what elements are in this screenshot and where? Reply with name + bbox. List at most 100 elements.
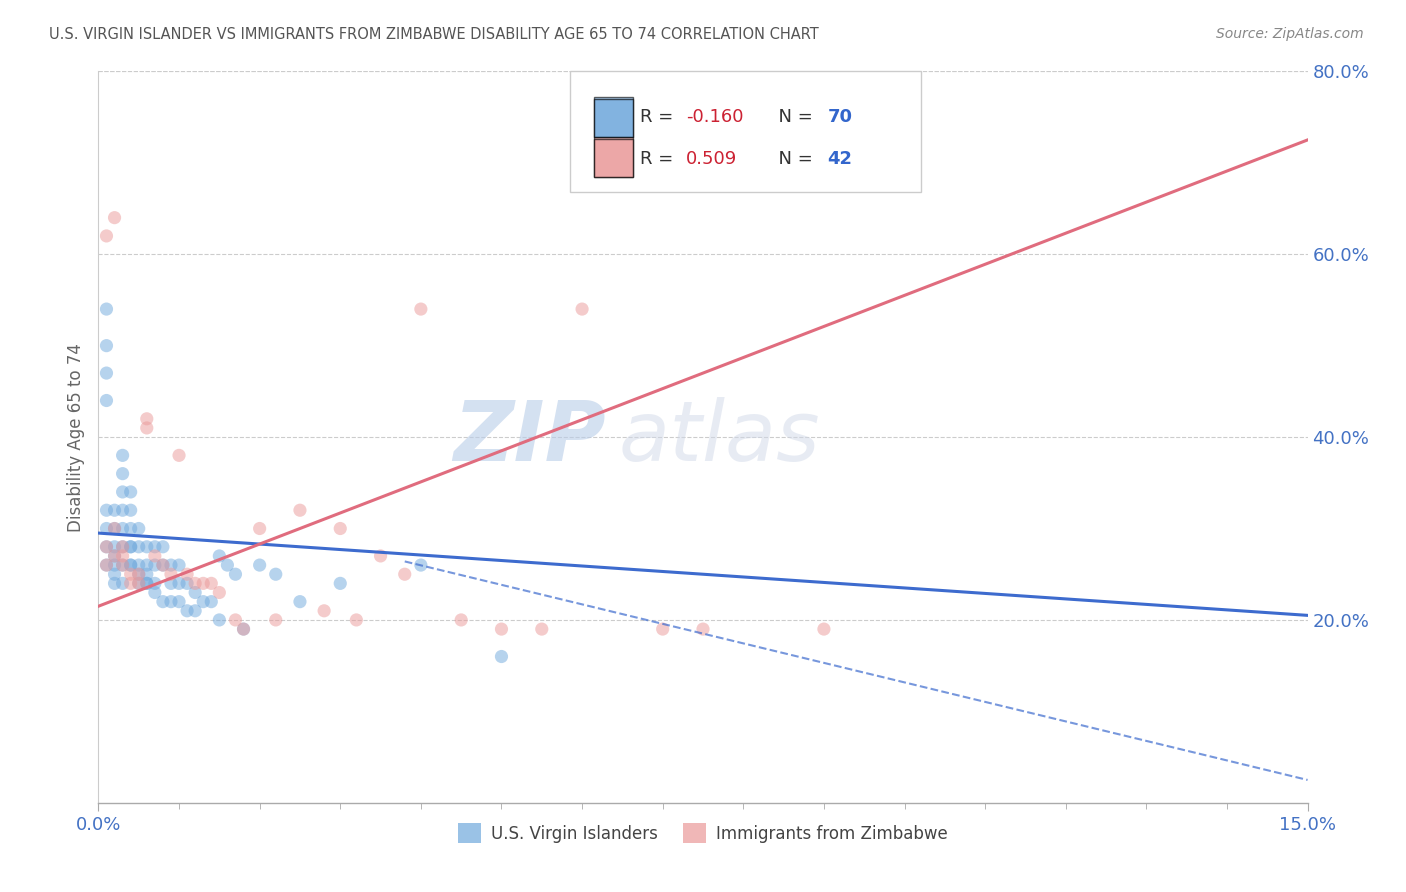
Point (193, 576, 215, 591)
FancyBboxPatch shape (595, 137, 633, 178)
Point (111, 576, 134, 591)
Point (208, 585, 231, 599)
Point (103, 540, 125, 554)
Text: 0.509: 0.509 (686, 150, 737, 168)
Point (409, 558, 432, 573)
Point (143, 585, 166, 599)
Point (135, 576, 157, 591)
Point (96, 338, 118, 352)
Point (651, 622, 673, 636)
Text: atlas: atlas (619, 397, 820, 477)
Point (491, 622, 513, 636)
Point (176, 604, 198, 618)
Point (184, 585, 207, 599)
Point (96, 229, 118, 244)
Point (217, 558, 239, 573)
Point (120, 576, 142, 591)
Point (193, 594, 215, 608)
Point (692, 622, 714, 636)
Point (103, 521, 125, 535)
Point (370, 549, 392, 563)
Point (232, 622, 254, 636)
Point (128, 576, 150, 591)
Point (409, 301, 432, 317)
Point (135, 421, 157, 435)
Point (120, 540, 142, 554)
Text: -0.160: -0.160 (686, 109, 744, 127)
Point (111, 521, 134, 535)
Point (450, 613, 472, 627)
FancyBboxPatch shape (595, 139, 633, 178)
Text: U.S. VIRGIN ISLANDER VS IMMIGRANTS FROM ZIMBABWE DISABILITY AGE 65 TO 74 CORRELA: U.S. VIRGIN ISLANDER VS IMMIGRANTS FROM … (49, 27, 818, 42)
Text: 42: 42 (828, 150, 852, 168)
Point (111, 549, 134, 563)
Point (208, 613, 231, 627)
Point (96, 558, 118, 573)
Point (96, 301, 118, 317)
Point (111, 540, 134, 554)
Point (96, 558, 118, 573)
Point (167, 576, 190, 591)
Point (111, 503, 134, 517)
Point (103, 211, 125, 225)
Point (288, 594, 311, 608)
Point (208, 549, 231, 563)
Point (111, 467, 134, 481)
Point (813, 622, 835, 636)
Point (135, 567, 157, 582)
Point (152, 594, 174, 608)
Point (120, 521, 142, 535)
Text: N =: N = (768, 109, 818, 127)
Point (152, 558, 174, 573)
Point (167, 448, 190, 462)
Point (128, 558, 150, 573)
Text: 70: 70 (828, 109, 852, 127)
Point (111, 558, 134, 573)
Point (167, 558, 190, 573)
Point (160, 558, 183, 573)
Legend: U.S. Virgin Islanders, Immigrants from Zimbabwe: U.S. Virgin Islanders, Immigrants from Z… (451, 817, 955, 849)
Point (128, 576, 150, 591)
Point (200, 594, 222, 608)
Point (264, 567, 287, 582)
Text: ZIP: ZIP (454, 397, 606, 477)
Point (103, 576, 125, 591)
Text: Source: ZipAtlas.com: Source: ZipAtlas.com (1216, 27, 1364, 41)
Point (143, 576, 166, 591)
Point (143, 540, 166, 554)
Point (160, 576, 183, 591)
Point (96, 540, 118, 554)
Point (288, 503, 311, 517)
Point (103, 549, 125, 563)
Point (160, 594, 183, 608)
Point (103, 567, 125, 582)
Point (344, 613, 367, 627)
Point (96, 503, 118, 517)
Point (491, 649, 513, 664)
FancyBboxPatch shape (569, 71, 921, 192)
Point (120, 558, 142, 573)
Point (143, 558, 166, 573)
Y-axis label: Disability Age 65 to 74: Disability Age 65 to 74 (66, 343, 84, 532)
Point (128, 567, 150, 582)
Point (200, 576, 222, 591)
Point (96, 366, 118, 380)
Point (160, 567, 183, 582)
Point (530, 622, 553, 636)
Point (232, 622, 254, 636)
Point (96, 540, 118, 554)
Point (314, 604, 336, 618)
Point (135, 558, 157, 573)
Point (103, 558, 125, 573)
Point (152, 558, 174, 573)
Point (571, 301, 593, 317)
Point (176, 567, 198, 582)
Point (111, 540, 134, 554)
Point (176, 576, 198, 591)
Point (120, 485, 142, 500)
Point (329, 521, 352, 535)
Point (264, 613, 287, 627)
Point (394, 567, 416, 582)
Point (120, 540, 142, 554)
Point (184, 604, 207, 618)
